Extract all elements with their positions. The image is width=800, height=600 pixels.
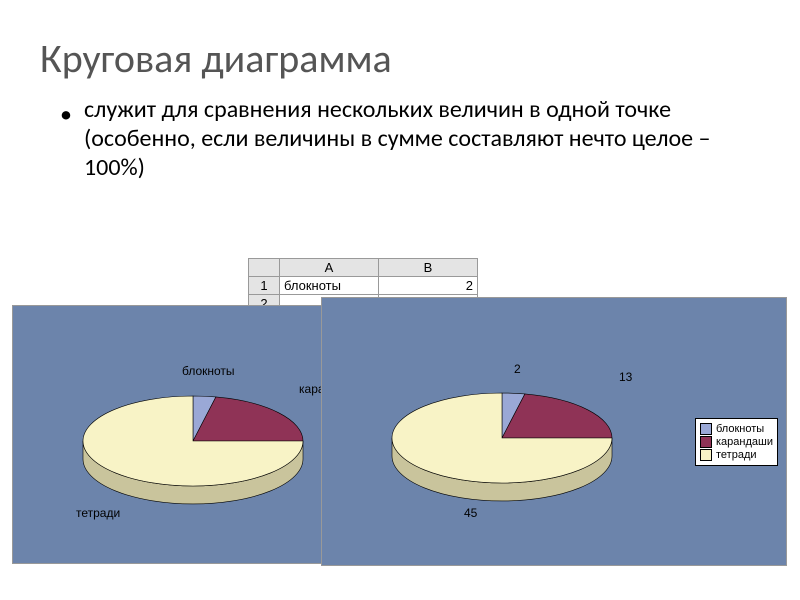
table-row: 1 блокноты 2: [249, 277, 478, 295]
data-label: 45: [464, 506, 477, 520]
data-label: тетради: [76, 506, 120, 520]
slide-title: Круговая диаграмма: [40, 34, 392, 83]
legend-label: карандаши: [716, 436, 773, 448]
legend-item: тетради: [700, 449, 773, 461]
row-header: 1: [249, 277, 280, 295]
legend-item: блокноты: [700, 423, 773, 435]
cell: 2: [379, 277, 478, 295]
col-header-a: A: [280, 259, 379, 277]
legend-label: блокноты: [716, 423, 764, 435]
col-header-b: B: [379, 259, 478, 277]
data-label: 13: [619, 370, 632, 384]
cell: блокноты: [280, 277, 379, 295]
legend-swatch: [700, 436, 712, 448]
legend: блокноты карандаши тетради: [695, 418, 778, 466]
chart-panel-right: 2 13 45 блокноты карандаши тетради: [321, 297, 787, 566]
legend-label: тетради: [716, 449, 757, 461]
chart-panel-left: блокноты кара тетради: [12, 305, 357, 564]
legend-swatch: [700, 423, 712, 435]
legend-swatch: [700, 449, 712, 461]
legend-item: карандаши: [700, 436, 773, 448]
pie-chart-left: [13, 306, 356, 563]
table-corner: [249, 259, 280, 277]
data-label: 2: [514, 362, 521, 376]
bullet-icon: •: [60, 100, 72, 129]
data-label: блокноты: [182, 364, 235, 378]
slide-body-text: служит для сравнения нескольких величин …: [84, 96, 760, 182]
